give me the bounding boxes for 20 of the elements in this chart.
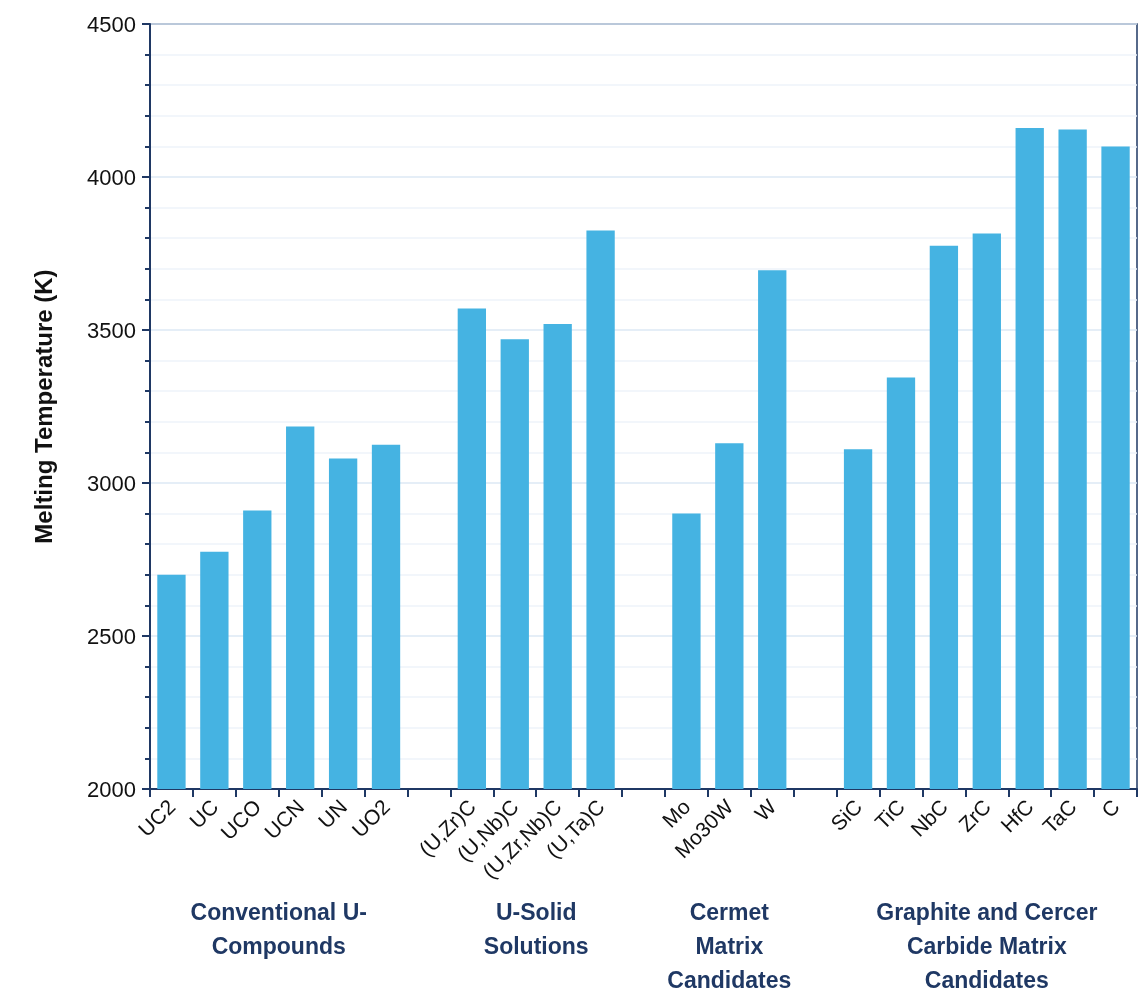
y-tick-label: 4000: [87, 164, 136, 190]
x-tick-label: W: [750, 794, 781, 826]
x-tick-label: TaC: [1038, 794, 1081, 838]
x-tick-label: C: [1096, 794, 1124, 822]
x-tick-label: SiC: [826, 794, 867, 836]
x-tick-label: ZrC: [953, 794, 995, 836]
x-tick-label: UN: [313, 794, 352, 833]
x-tick-label: HfC: [996, 794, 1038, 837]
text: Cermet Matrix Candidates: [667, 899, 792, 993]
x-tick-label: UC2: [133, 794, 180, 841]
y-tick-label: 3500: [87, 317, 136, 343]
x-tick-label: TiC: [870, 794, 910, 834]
text: U-Solid Solutions: [483, 899, 589, 959]
y-tick-label: 4500: [87, 11, 136, 37]
y-tick-label: 2500: [87, 623, 136, 649]
y-axis-title: Melting Temperature (K): [29, 269, 57, 544]
text: Conventional U- Compounds: [190, 899, 367, 959]
y-tick-label: 3000: [87, 470, 136, 496]
text: Graphite and Cercer Carbide Matrix Candidates: [876, 899, 1098, 993]
y-tick-label: 2000: [87, 776, 136, 802]
